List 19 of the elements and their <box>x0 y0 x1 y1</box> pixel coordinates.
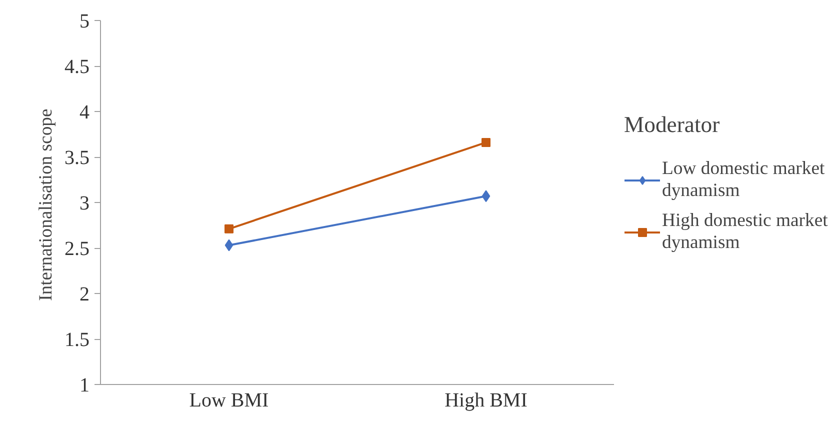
point <box>224 239 234 252</box>
y-tick-label: 2.5 <box>64 238 90 260</box>
y-axis-title: Internationalisation scope <box>36 108 56 301</box>
y-tick-label: 1 <box>80 374 90 396</box>
y-tick-label: 5 <box>80 10 90 32</box>
legend-title: Moderator <box>624 112 721 138</box>
y-tick-label: 4.5 <box>64 56 90 78</box>
y-tick-label: 3.5 <box>64 147 90 169</box>
point <box>224 224 234 234</box>
y-tick-label: 3 <box>80 192 90 214</box>
legend-label: High domestic market dynamism <box>662 210 828 254</box>
y-tick-label: 1.5 <box>64 329 90 351</box>
legend-label: Low domestic market dynamism <box>662 158 825 202</box>
point <box>482 138 490 147</box>
x-tick-label: High BMI <box>444 390 528 412</box>
x-tick-label: Low BMI <box>189 390 269 412</box>
point <box>482 190 490 202</box>
y-tick-label: 4 <box>80 102 90 124</box>
y-tick-label: 2 <box>80 284 90 306</box>
